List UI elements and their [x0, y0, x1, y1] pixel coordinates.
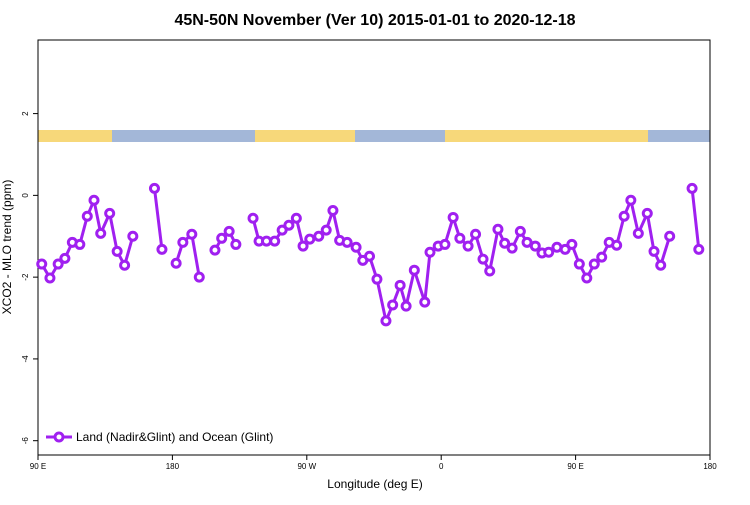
data-point [327, 204, 339, 216]
data-point [529, 240, 541, 252]
data-point [625, 194, 637, 206]
data-point [439, 238, 451, 250]
data-point [506, 242, 518, 254]
data-point [499, 237, 511, 249]
data-point [514, 225, 526, 237]
data-point [632, 227, 644, 239]
data-point [59, 252, 71, 264]
data-point [170, 257, 182, 269]
land-ocean-strip [38, 130, 710, 142]
data-point [297, 240, 309, 252]
data-point [350, 241, 362, 253]
data-point [111, 245, 123, 257]
chart-title: 45N-50N November (Ver 10) 2015-01-01 to … [174, 12, 575, 29]
data-point [36, 258, 48, 270]
data-point [341, 236, 353, 248]
x-tick-label: 180 [703, 462, 717, 471]
y-tick-label: 2 [21, 111, 30, 116]
data-point [371, 273, 383, 285]
data-point [566, 238, 578, 250]
data-point [648, 245, 660, 257]
legend-box [42, 425, 282, 449]
data-point [408, 264, 420, 276]
legend: Land (Nadir&Glint) and Ocean (Glint) [42, 425, 282, 449]
y-axis-label: XCO2 - MLO trend (ppm) [0, 180, 14, 315]
data-point [209, 244, 221, 256]
data-point [216, 232, 228, 244]
data-point [364, 250, 376, 262]
data-point [543, 246, 555, 258]
data-point [618, 210, 630, 222]
data-point [492, 223, 504, 235]
data-point [573, 258, 585, 270]
data-point [424, 246, 436, 258]
data-point [290, 212, 302, 224]
data-point [283, 219, 295, 231]
data-point [186, 228, 198, 240]
data-point [454, 232, 466, 244]
y-tick-label: -2 [21, 273, 30, 281]
data-point [230, 238, 242, 250]
data-point [74, 238, 86, 250]
data-point [44, 272, 56, 284]
data-point [447, 211, 459, 223]
data-point [477, 253, 489, 265]
data-point [470, 228, 482, 240]
x-tick-label: 90 E [567, 462, 583, 471]
data-point [596, 251, 608, 263]
data-point [380, 315, 392, 327]
data-point [119, 259, 131, 271]
data-point [611, 239, 623, 251]
data-point [156, 243, 168, 255]
data-point [313, 230, 325, 242]
y-tick-label: 0 [21, 193, 30, 198]
plot-frame [37, 39, 711, 456]
data-point [641, 207, 653, 219]
data-point [588, 258, 600, 270]
data-point [127, 230, 139, 242]
data-point [559, 243, 571, 255]
data-point [693, 243, 705, 255]
data-point [521, 236, 533, 248]
data-point [177, 236, 189, 248]
x-tick-label: 90 E [30, 462, 46, 471]
legend-marker [53, 431, 65, 443]
data-point [419, 296, 431, 308]
data-point [581, 272, 593, 284]
data-point [664, 230, 676, 242]
data-point [247, 212, 259, 224]
y-tick-label: -6 [21, 437, 30, 445]
data-point [655, 259, 667, 271]
data-point [320, 224, 332, 236]
x-tick-label: 90 W [297, 462, 316, 471]
data-point [104, 207, 116, 219]
data-point [81, 210, 93, 222]
legend-label: Land (Nadir&Glint) and Ocean (Glint) [76, 430, 273, 444]
data-point [304, 233, 316, 245]
data-point [88, 194, 100, 206]
data-point [223, 225, 235, 237]
data-point [95, 227, 107, 239]
data-point [52, 258, 64, 270]
x-axis-label: Longitude (deg E) [327, 477, 422, 491]
data-point [148, 182, 160, 194]
x-tick-label: 0 [439, 462, 444, 471]
data-point [686, 182, 698, 194]
data-point [276, 224, 288, 236]
data-point [462, 240, 474, 252]
data-point [193, 271, 205, 283]
data-point [484, 265, 496, 277]
data-point [387, 299, 399, 311]
x-tick-label: 180 [166, 462, 180, 471]
data-point [394, 279, 406, 291]
data-point [400, 300, 412, 312]
y-tick-label: -4 [21, 355, 30, 363]
data-point [269, 235, 281, 247]
